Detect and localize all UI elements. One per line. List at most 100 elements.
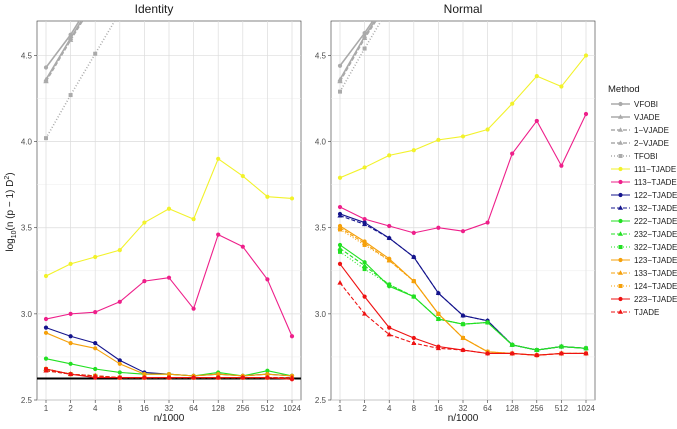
data-point [534, 348, 539, 353]
data-point [461, 322, 465, 327]
data-point [583, 111, 589, 117]
data-point [411, 148, 416, 153]
data-point [386, 331, 392, 337]
panel-identity-xticks: 1 2 4 8 16 32 64 128 256 512 1024 [44, 400, 301, 413]
data-point [117, 370, 122, 375]
data-point [337, 212, 343, 218]
y-tick-label: 2.5 [21, 396, 33, 405]
data-point [93, 254, 98, 260]
panel-identity: 2.5 3.0 3.5 4.0 4.5 1 2 4 8 16 32 64 128 256 512 1024 [21, 10, 301, 413]
y-tick-label: 4.5 [315, 51, 327, 60]
legend-item: 111−TJADE [611, 165, 676, 174]
data-point [216, 156, 221, 161]
data-point [362, 262, 368, 268]
data-point [240, 374, 246, 380]
data-point [117, 358, 122, 363]
data-point [166, 206, 172, 211]
data-point [435, 290, 441, 295]
legend-item: 222−TJADE [611, 217, 677, 226]
data-point [215, 374, 221, 380]
panel-normal-grid [331, 21, 595, 401]
series-111−TJADE [337, 53, 589, 180]
data-point [559, 344, 564, 349]
y-tick-label: 4.5 [21, 51, 33, 60]
data-point [338, 249, 342, 254]
legend-label: TJADE [634, 308, 659, 317]
x-tick-label: 16 [434, 404, 443, 413]
data-point [485, 220, 490, 225]
data-point [142, 279, 147, 284]
data-point [68, 311, 73, 316]
data-point [166, 374, 172, 380]
legend-label: 133−TJADE [634, 269, 677, 278]
legend-key-marker [617, 309, 624, 314]
data-point [289, 196, 295, 201]
y-tick-label: 3.0 [21, 310, 33, 319]
legend-label: 2−VJADE [634, 139, 669, 148]
legend-key-marker [618, 166, 623, 172]
data-point [387, 5, 391, 9]
data-point [289, 374, 295, 380]
panel-normal-xticks: 1 2 4 8 16 32 64 128 256 512 1024 [338, 400, 595, 413]
x-tick-label: 8 [412, 404, 417, 413]
data-point [264, 374, 270, 380]
panel-identity-grid [37, 21, 301, 401]
legend-label: 123−TJADE [634, 256, 677, 265]
data-point [191, 217, 196, 222]
data-point [93, 346, 98, 351]
data-point [337, 280, 343, 285]
legend-item: 232−TJADE [611, 230, 677, 239]
x-tick-label: 4 [387, 404, 392, 413]
legend-key-marker [618, 101, 623, 107]
data-point [436, 225, 441, 230]
data-point [435, 345, 441, 351]
data-point [117, 248, 122, 253]
panel-title-identity: Identity [135, 2, 174, 16]
data-point [362, 311, 368, 316]
data-point [166, 275, 172, 280]
data-point [411, 254, 417, 259]
data-point [118, 10, 122, 14]
y-tick-label: 3.0 [315, 310, 327, 319]
legend-label: VJADE [634, 113, 660, 122]
data-point [337, 204, 343, 210]
series-113−TJADE [337, 111, 589, 235]
data-point [68, 93, 73, 98]
data-point [485, 127, 490, 132]
x-tick-label: 512 [261, 404, 275, 413]
legend-label: 1−VJADE [634, 126, 669, 135]
data-point [559, 84, 564, 89]
data-point [93, 341, 98, 346]
series-TFOBI [338, 5, 391, 94]
legend-item: 132−TJADE [611, 204, 677, 213]
data-point [583, 350, 589, 356]
x-tick-label: 1 [338, 404, 343, 413]
data-point [460, 312, 466, 318]
legend-key-marker [618, 284, 623, 288]
legend-label: 124−TJADE [634, 282, 677, 291]
data-point [534, 74, 539, 79]
data-point [411, 340, 417, 345]
legend-key-marker [617, 231, 624, 236]
data-point [510, 342, 515, 347]
legend-key-marker [618, 154, 623, 158]
x-tick-label: 128 [212, 404, 226, 413]
legend-label: 232−TJADE [634, 230, 677, 239]
data-point [387, 258, 392, 263]
panel-identity-series [43, 10, 295, 382]
data-point [460, 229, 466, 234]
data-point [93, 51, 98, 56]
data-point [141, 374, 147, 380]
panel-normal: 2.5 3.0 3.5 4.0 4.5 1 2 4 8 16 32 64 128 256 512 1024 [315, 5, 595, 413]
x-axis-title-normal: n/1000 [448, 413, 479, 424]
legend-label: 222−TJADE [634, 217, 677, 226]
x-tick-label: 256 [236, 404, 250, 413]
data-point [43, 316, 49, 322]
legend-label: 111−TJADE [634, 165, 676, 174]
series-TJADE [43, 367, 295, 380]
data-point [387, 153, 392, 158]
data-point [510, 101, 515, 106]
data-point [265, 368, 270, 373]
data-point [68, 334, 73, 339]
